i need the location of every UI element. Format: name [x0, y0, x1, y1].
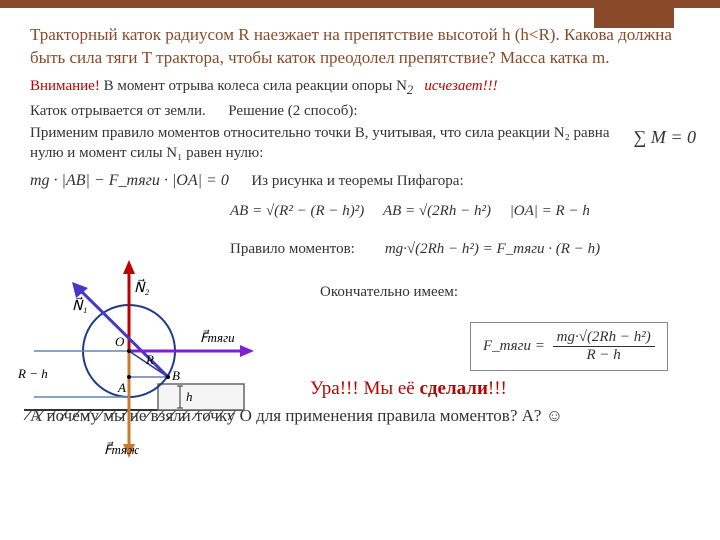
attention-text: В момент отрыва колеса сила реакции опор…: [100, 78, 407, 94]
detach-text: Каток отрывается от земли.: [30, 103, 206, 119]
final-answer-box: F_тяги = mg·√(2Rh − h²) R − h: [470, 322, 668, 371]
n1-arrow: [76, 286, 168, 377]
ab2: AB = √(2Rh − h²): [383, 203, 491, 219]
eq1-pythag-line: mg · |AB| − F_тяги · |OA| = 0 Из рисунка…: [30, 170, 700, 192]
final-label: Окончательно имеем:: [320, 284, 458, 300]
final-num: mg·√(2Rh − h²): [553, 329, 655, 347]
oa: |OA| = R − h: [510, 203, 590, 219]
sum-m-eq: ∑ M = 0: [634, 125, 696, 149]
attention-line: Внимание! В момент отрыва колеса сила ре…: [30, 76, 700, 99]
label-fgrav: F⃗тяж: [104, 442, 139, 457]
label-n2: N⃗₂: [134, 278, 149, 296]
final-den: R − h: [553, 347, 655, 364]
attention-sub: 2: [407, 83, 413, 97]
physics-diagram: O A B R h R − h N⃗₁ N⃗₂ F⃗тяги F⃗тяж: [4, 256, 254, 466]
rule-eq: mg·√(2Rh − h²) = F_тяги · (R − h): [385, 241, 600, 257]
label-ftrac: F⃗тяги: [200, 330, 235, 345]
solution-label: Решение (2 способ):: [228, 103, 357, 119]
label-h: h: [186, 389, 193, 404]
rule-label: Правило моментов:: [230, 241, 355, 257]
moments-rule-text: Применим правило моментов относительно т…: [30, 125, 610, 161]
step-rect: [158, 384, 244, 410]
label-rmh: R − h: [17, 366, 48, 381]
attention-word: исчезает!!!: [424, 78, 497, 94]
label-a: A: [117, 380, 126, 395]
label-r: R: [145, 352, 154, 367]
final-lhs: F_тяги =: [483, 338, 545, 354]
final-line: Окончательно имеем:: [320, 282, 700, 302]
hooray: Ура!!! Мы её сделали!!!: [310, 376, 700, 402]
detach-solution-line: Каток отрывается от земли. Решение (2 сп…: [30, 101, 700, 121]
pythag-label: Из рисунка и теоремы Пифагора:: [251, 173, 463, 189]
label-n1: N⃗₁: [72, 296, 87, 314]
label-o: O: [115, 334, 125, 349]
ab-oa-line: AB = √(R² − (R − h)²) AB = √(2Rh − h²) |…: [230, 201, 700, 221]
eq1: mg · |AB| − F_тяги · |OA| = 0: [30, 172, 229, 189]
attention-label: Внимание!: [30, 78, 100, 94]
rule-line: Правило моментов: mg·√(2Rh − h²) = F_тяг…: [230, 239, 700, 259]
ab1: AB = √(R² − (R − h)²): [230, 203, 364, 219]
problem-statement: Тракторный каток радиусом R наезжает на …: [30, 24, 700, 70]
moments-rule-line: Применим правило моментов относительно т…: [30, 123, 700, 164]
label-b: B: [172, 368, 180, 383]
ground-hatching: [24, 410, 244, 420]
